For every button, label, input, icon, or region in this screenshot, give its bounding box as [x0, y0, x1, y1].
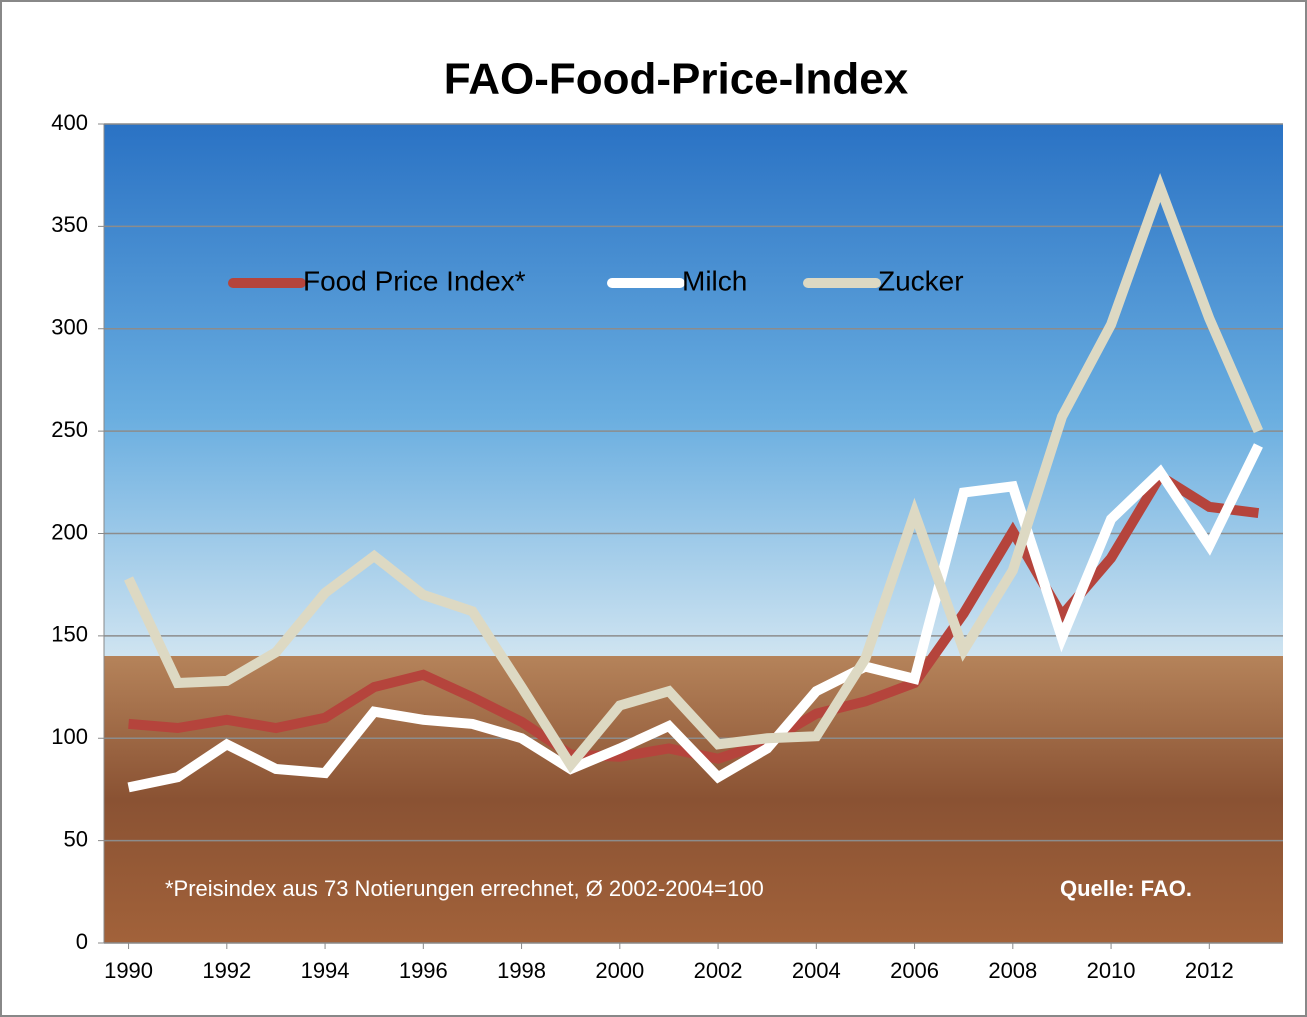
y-tick-label: 350 — [51, 212, 88, 237]
y-tick-label: 150 — [51, 622, 88, 647]
x-tick-label: 1996 — [399, 958, 448, 983]
y-tick-label: 250 — [51, 417, 88, 442]
y-tick-label: 200 — [51, 519, 88, 544]
x-tick-label: 1994 — [301, 958, 350, 983]
chart-title: FAO-Food-Price-Index — [444, 55, 909, 104]
y-tick-label: 0 — [76, 929, 88, 954]
y-tick-label: 50 — [64, 826, 88, 851]
x-tick-label: 2004 — [792, 958, 841, 983]
footnote: *Preisindex aus 73 Notierungen errechnet… — [165, 876, 764, 901]
x-tick-label: 2000 — [595, 958, 644, 983]
y-tick-label: 300 — [51, 315, 88, 340]
source: Quelle: FAO. — [1060, 876, 1192, 901]
y-tick-label: 100 — [51, 724, 88, 749]
x-tick-label: 2010 — [1087, 958, 1136, 983]
legend-label: Zucker — [878, 265, 964, 296]
x-tick-label: 2012 — [1185, 958, 1234, 983]
legend-label: Milch — [682, 265, 747, 296]
legend-label: Food Price Index* — [303, 265, 526, 296]
x-tick-label: 1992 — [202, 958, 251, 983]
x-tick-label: 2006 — [890, 958, 939, 983]
y-tick-label: 400 — [51, 110, 88, 135]
x-tick-label: 2008 — [988, 958, 1037, 983]
x-tick-label: 1990 — [104, 958, 153, 983]
x-tick-label: 1998 — [497, 958, 546, 983]
chart: FAO-Food-Price-Index Food Price Index* Mi… — [0, 0, 1307, 1017]
x-tick-label: 2002 — [694, 958, 743, 983]
